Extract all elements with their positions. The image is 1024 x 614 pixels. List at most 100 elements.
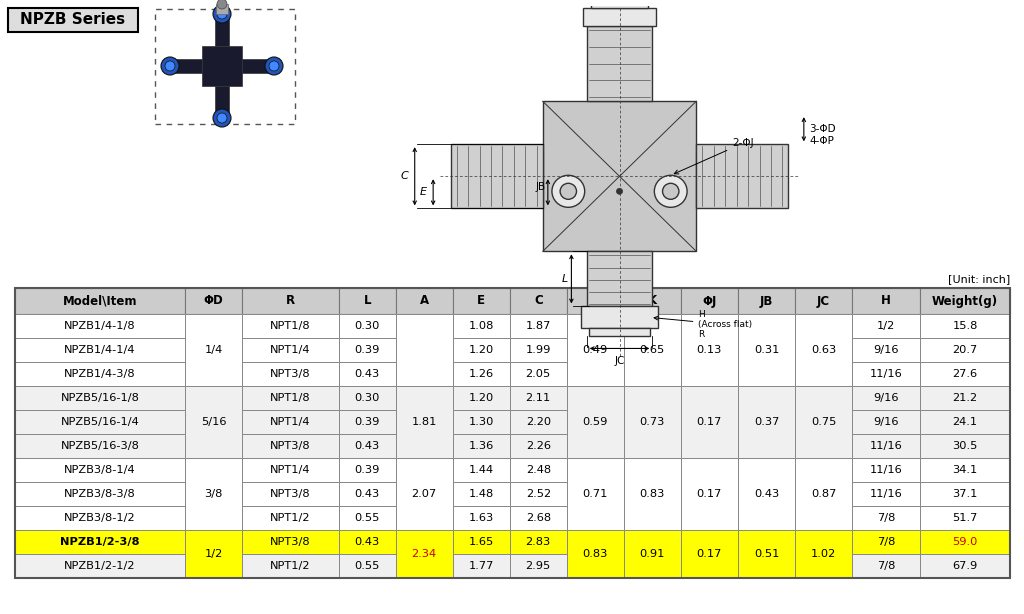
Text: NPT3/8: NPT3/8 bbox=[270, 537, 310, 547]
Text: NPZB5/16-3/8: NPZB5/16-3/8 bbox=[60, 441, 139, 451]
Text: R: R bbox=[286, 295, 295, 308]
FancyBboxPatch shape bbox=[453, 338, 510, 362]
FancyBboxPatch shape bbox=[852, 288, 920, 314]
FancyBboxPatch shape bbox=[339, 482, 395, 506]
Text: E: E bbox=[420, 187, 426, 197]
FancyBboxPatch shape bbox=[920, 530, 1010, 554]
Text: JB: JB bbox=[536, 182, 546, 192]
FancyBboxPatch shape bbox=[216, 4, 228, 14]
FancyBboxPatch shape bbox=[215, 14, 229, 46]
Text: 1.20: 1.20 bbox=[469, 393, 494, 403]
Text: 0.31: 0.31 bbox=[754, 345, 779, 355]
FancyBboxPatch shape bbox=[738, 288, 795, 314]
FancyBboxPatch shape bbox=[15, 338, 185, 362]
FancyBboxPatch shape bbox=[339, 314, 395, 338]
FancyBboxPatch shape bbox=[681, 288, 738, 314]
Text: 11/16: 11/16 bbox=[869, 465, 902, 475]
FancyBboxPatch shape bbox=[681, 458, 738, 530]
FancyBboxPatch shape bbox=[453, 386, 510, 410]
FancyBboxPatch shape bbox=[852, 530, 920, 554]
Text: 27.6: 27.6 bbox=[952, 369, 978, 379]
Text: 2.95: 2.95 bbox=[525, 561, 551, 571]
FancyBboxPatch shape bbox=[395, 386, 453, 458]
Text: 0.30: 0.30 bbox=[354, 321, 380, 331]
Text: 4-ΦP: 4-ΦP bbox=[809, 136, 834, 146]
Text: NPZB1/2-3/8: NPZB1/2-3/8 bbox=[60, 537, 139, 547]
FancyBboxPatch shape bbox=[567, 458, 624, 530]
FancyBboxPatch shape bbox=[202, 46, 242, 86]
FancyBboxPatch shape bbox=[185, 314, 242, 386]
FancyBboxPatch shape bbox=[681, 314, 738, 386]
Text: 0.39: 0.39 bbox=[354, 465, 380, 475]
FancyBboxPatch shape bbox=[852, 506, 920, 530]
FancyBboxPatch shape bbox=[15, 386, 185, 410]
Text: Weight(g): Weight(g) bbox=[932, 295, 998, 308]
Text: 37.1: 37.1 bbox=[952, 489, 978, 499]
FancyBboxPatch shape bbox=[624, 458, 681, 530]
FancyBboxPatch shape bbox=[510, 386, 567, 410]
Text: 2.83: 2.83 bbox=[525, 537, 551, 547]
Text: 0.87: 0.87 bbox=[811, 489, 837, 499]
Circle shape bbox=[161, 57, 179, 75]
FancyBboxPatch shape bbox=[242, 554, 339, 578]
Text: E: E bbox=[477, 295, 485, 308]
Text: NPZB1/4-3/8: NPZB1/4-3/8 bbox=[65, 369, 136, 379]
Text: 2.11: 2.11 bbox=[525, 393, 551, 403]
Text: 1.44: 1.44 bbox=[469, 465, 494, 475]
FancyBboxPatch shape bbox=[242, 434, 339, 458]
FancyBboxPatch shape bbox=[738, 386, 795, 458]
Text: JB: JB bbox=[760, 295, 773, 308]
Text: 1.63: 1.63 bbox=[469, 513, 494, 523]
Text: 0.17: 0.17 bbox=[696, 549, 722, 559]
Text: NPT1/4: NPT1/4 bbox=[270, 345, 310, 355]
Text: 0.71: 0.71 bbox=[583, 489, 608, 499]
Text: 0.75: 0.75 bbox=[811, 417, 837, 427]
FancyBboxPatch shape bbox=[510, 554, 567, 578]
Text: ΦP: ΦP bbox=[586, 295, 604, 308]
FancyBboxPatch shape bbox=[453, 482, 510, 506]
FancyBboxPatch shape bbox=[242, 410, 339, 434]
FancyBboxPatch shape bbox=[583, 8, 656, 26]
Text: NPZB3/8-1/4: NPZB3/8-1/4 bbox=[65, 465, 136, 475]
FancyBboxPatch shape bbox=[510, 458, 567, 482]
Text: NPT1/8: NPT1/8 bbox=[270, 321, 310, 331]
Text: NPZB1/2-1/2: NPZB1/2-1/2 bbox=[65, 561, 136, 571]
FancyBboxPatch shape bbox=[395, 314, 453, 386]
FancyBboxPatch shape bbox=[15, 434, 185, 458]
FancyBboxPatch shape bbox=[15, 506, 185, 530]
Text: 2.26: 2.26 bbox=[525, 441, 551, 451]
Text: 11/16: 11/16 bbox=[869, 369, 902, 379]
FancyBboxPatch shape bbox=[453, 288, 510, 314]
FancyBboxPatch shape bbox=[339, 386, 395, 410]
Text: 1.81: 1.81 bbox=[412, 417, 437, 427]
Text: 9/16: 9/16 bbox=[873, 345, 899, 355]
Text: NPZB5/16-1/8: NPZB5/16-1/8 bbox=[60, 393, 139, 403]
FancyBboxPatch shape bbox=[852, 434, 920, 458]
Text: JC: JC bbox=[614, 357, 625, 367]
Text: 11/16: 11/16 bbox=[869, 489, 902, 499]
Text: 2.20: 2.20 bbox=[525, 417, 551, 427]
FancyBboxPatch shape bbox=[339, 530, 395, 554]
Text: 0.13: 0.13 bbox=[696, 345, 722, 355]
Text: 51.7: 51.7 bbox=[952, 513, 978, 523]
FancyBboxPatch shape bbox=[567, 314, 624, 386]
FancyBboxPatch shape bbox=[587, 251, 652, 306]
Text: 9/16: 9/16 bbox=[873, 393, 899, 403]
FancyBboxPatch shape bbox=[795, 386, 852, 458]
FancyBboxPatch shape bbox=[920, 288, 1010, 314]
Text: L: L bbox=[562, 274, 568, 284]
FancyBboxPatch shape bbox=[624, 530, 681, 578]
Text: 0.83: 0.83 bbox=[583, 549, 608, 559]
Text: 0.17: 0.17 bbox=[696, 417, 722, 427]
FancyBboxPatch shape bbox=[215, 86, 229, 118]
Text: 1.20: 1.20 bbox=[469, 345, 494, 355]
Text: 0.39: 0.39 bbox=[354, 345, 380, 355]
Text: 0.49: 0.49 bbox=[583, 345, 608, 355]
FancyBboxPatch shape bbox=[852, 338, 920, 362]
Text: 1.26: 1.26 bbox=[469, 369, 494, 379]
FancyBboxPatch shape bbox=[339, 458, 395, 482]
FancyBboxPatch shape bbox=[15, 458, 185, 482]
FancyBboxPatch shape bbox=[185, 386, 242, 458]
FancyBboxPatch shape bbox=[185, 458, 242, 530]
Text: 2-ΦJ: 2-ΦJ bbox=[674, 138, 754, 174]
